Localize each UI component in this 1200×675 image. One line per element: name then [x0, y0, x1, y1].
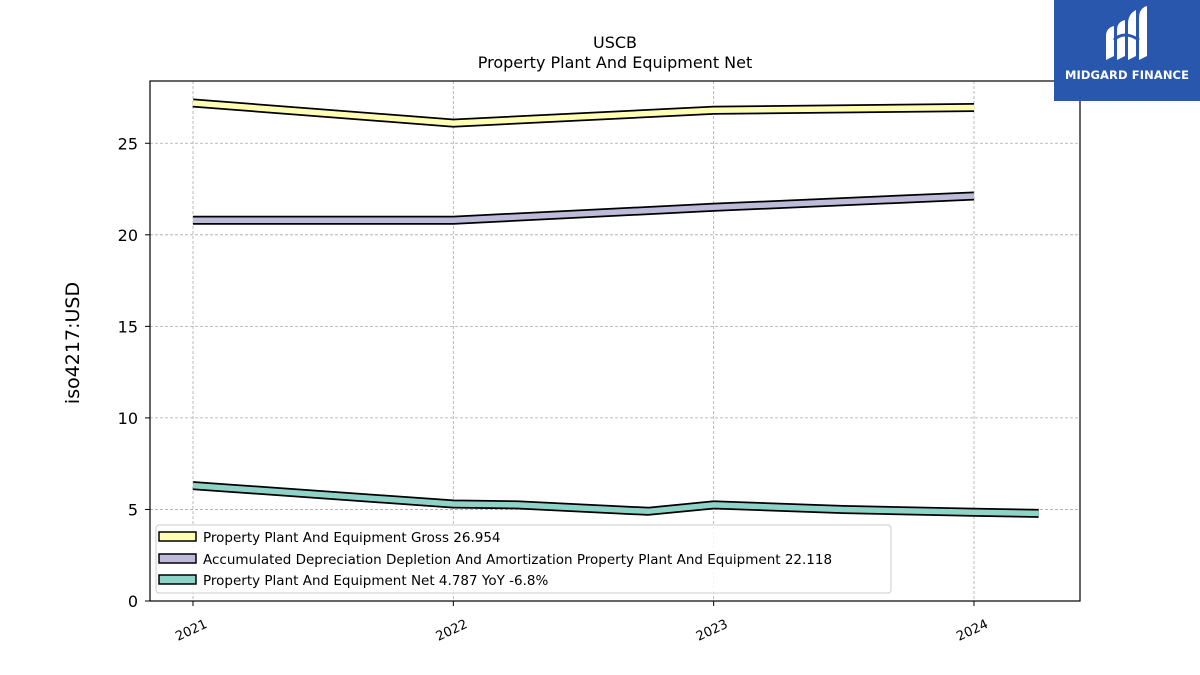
- brand-logo: MIDGARD FINANCE: [1054, 0, 1200, 101]
- legend-label-accumulated-depreciation: Accumulated Depreciation Depletion And A…: [203, 552, 832, 568]
- y-tick-label: 5: [128, 500, 138, 519]
- series-line-accumulated-depreciation: [193, 193, 975, 223]
- legend-swatch-accumulated-depreciation: [158, 553, 197, 564]
- x-tick-label: 2021: [173, 617, 209, 645]
- legend-swatch-net: [158, 574, 197, 585]
- brand-mark-icon: [1106, 6, 1147, 60]
- legend-box: [155, 524, 892, 594]
- chart-title: USCB: [593, 33, 637, 52]
- x-tick-label: 2024: [954, 617, 990, 645]
- grid: [150, 81, 1080, 601]
- y-tick-label: 25: [118, 134, 138, 153]
- plot-frame: [149, 80, 1081, 602]
- series-line-gross: [192, 100, 975, 126]
- brand-name: MIDGARD FINANCE: [1064, 68, 1190, 82]
- legend-label-net: Property Plant And Equipment Net 4.787 Y…: [203, 573, 548, 589]
- x-tick-label: 2023: [694, 617, 730, 645]
- y-axis-label: iso4217:USD: [62, 282, 84, 404]
- plot-series: [192, 98, 1039, 518]
- legend-label-gross: Property Plant And Equipment Gross 26.95…: [203, 530, 501, 546]
- y-tick-label: 0: [128, 592, 138, 611]
- y-tick-label: 10: [118, 409, 138, 428]
- x-tick-label: 2022: [434, 617, 470, 645]
- series-line-net: [192, 482, 1039, 517]
- chart-subtitle: Property Plant And Equipment Net: [478, 53, 753, 72]
- legend: Property Plant And Equipment Gross 26.95…: [155, 524, 892, 594]
- legend-swatch-gross: [158, 531, 197, 542]
- y-tick-label: 15: [118, 317, 138, 336]
- y-tick-label: 20: [118, 226, 138, 245]
